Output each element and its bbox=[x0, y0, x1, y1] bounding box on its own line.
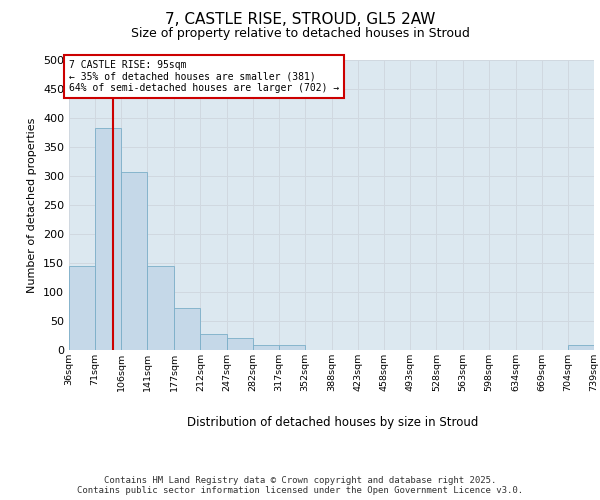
Bar bbox=[200, 334, 227, 350]
Text: 7 CASTLE RISE: 95sqm
← 35% of detached houses are smaller (381)
64% of semi-deta: 7 CASTLE RISE: 95sqm ← 35% of detached h… bbox=[69, 60, 339, 93]
Bar bbox=[568, 346, 594, 350]
Text: 7, CASTLE RISE, STROUD, GL5 2AW: 7, CASTLE RISE, STROUD, GL5 2AW bbox=[165, 12, 435, 28]
Text: Size of property relative to detached houses in Stroud: Size of property relative to detached ho… bbox=[131, 28, 469, 40]
Bar bbox=[69, 266, 95, 350]
Y-axis label: Number of detached properties: Number of detached properties bbox=[28, 118, 37, 292]
Bar bbox=[148, 266, 174, 350]
Text: Distribution of detached houses by size in Stroud: Distribution of detached houses by size … bbox=[187, 416, 479, 429]
Bar bbox=[174, 308, 200, 350]
Bar bbox=[279, 346, 305, 350]
Bar bbox=[121, 172, 148, 350]
Bar bbox=[95, 128, 121, 350]
Text: Contains HM Land Registry data © Crown copyright and database right 2025.
Contai: Contains HM Land Registry data © Crown c… bbox=[77, 476, 523, 495]
Bar bbox=[253, 346, 279, 350]
Bar bbox=[227, 338, 253, 350]
